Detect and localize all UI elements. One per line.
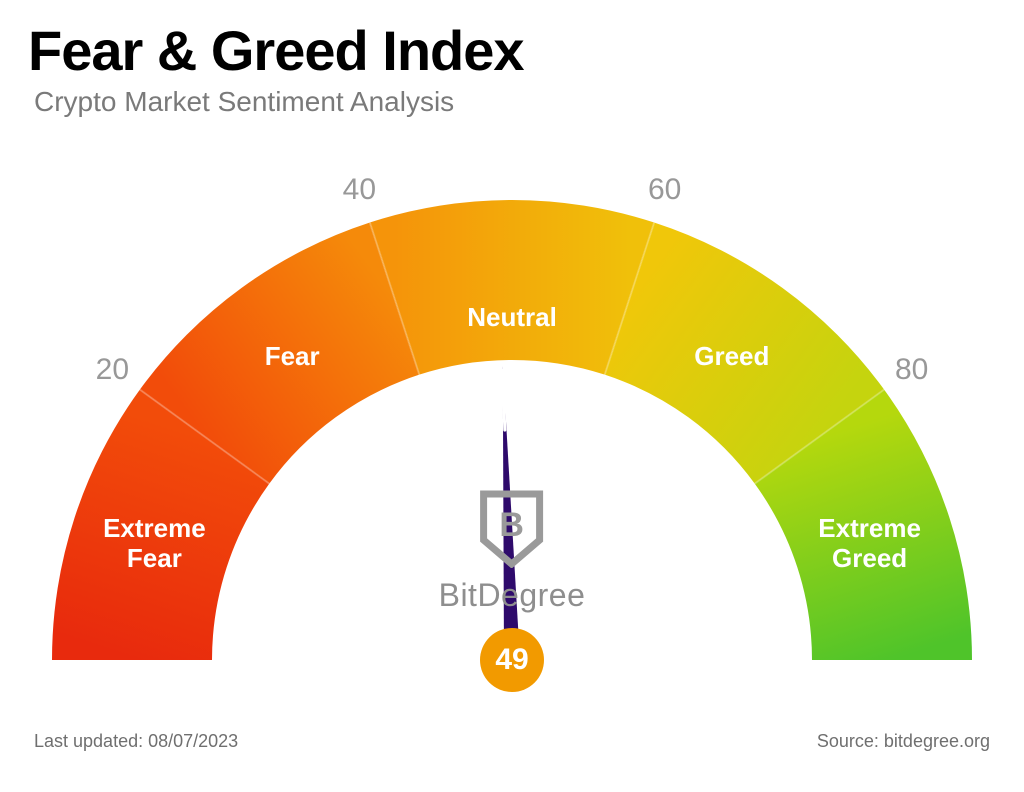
gauge-tick-label: 60 bbox=[648, 173, 681, 207]
gauge-segment-label: Fear bbox=[265, 342, 320, 372]
gauge-value-label: 49 bbox=[495, 643, 528, 677]
footer-source: Source: bitdegree.org bbox=[817, 731, 990, 752]
watermark-logo-icon: B bbox=[472, 490, 552, 568]
gauge-segment-2 bbox=[370, 200, 654, 375]
svg-text:B: B bbox=[500, 506, 525, 544]
gauge-segment-label: ExtremeFear bbox=[103, 514, 206, 574]
gauge-value-hub: 49 bbox=[480, 628, 544, 692]
page-title: Fear & Greed Index bbox=[28, 18, 524, 83]
gauge-segment-label: ExtremeGreed bbox=[818, 514, 921, 574]
watermark-text: BitDegree bbox=[439, 577, 586, 614]
gauge-segment-label: Neutral bbox=[467, 303, 557, 333]
gauge-tick-label: 20 bbox=[96, 353, 129, 387]
gauge-tick-label: 40 bbox=[343, 173, 376, 207]
gauge-chart: B BitDegree 49 20406080ExtremeFearFearNe… bbox=[32, 180, 992, 700]
footer-last-updated: Last updated: 08/07/2023 bbox=[34, 731, 238, 752]
gauge-segment-label: Greed bbox=[694, 342, 769, 372]
gauge-tick-label: 80 bbox=[895, 353, 928, 387]
gauge-needle-highlight bbox=[503, 370, 505, 430]
watermark: B BitDegree bbox=[439, 490, 586, 614]
page-subtitle: Crypto Market Sentiment Analysis bbox=[34, 86, 454, 118]
